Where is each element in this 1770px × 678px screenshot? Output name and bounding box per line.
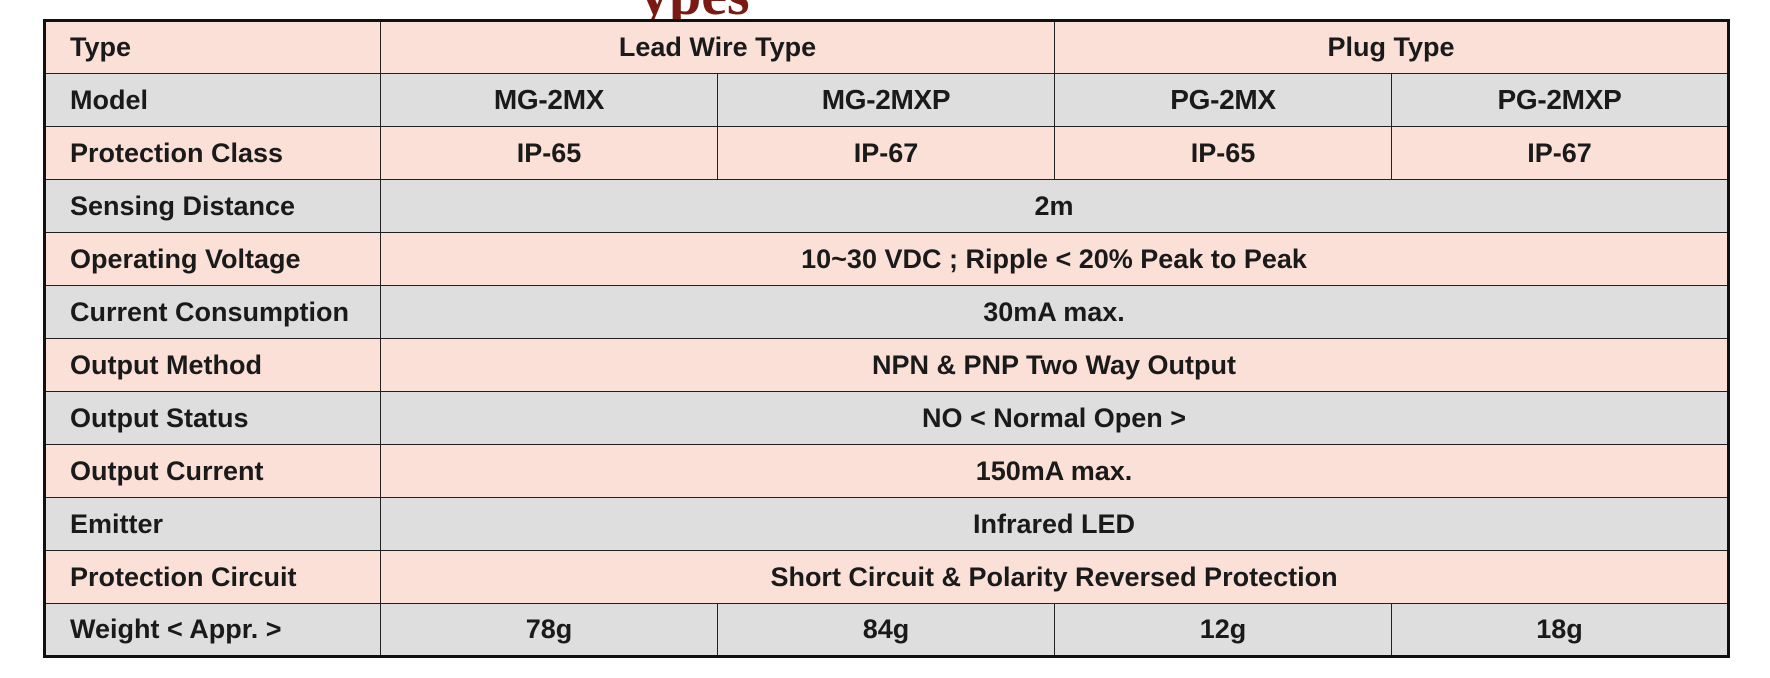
row-label: Output Method <box>44 338 381 392</box>
table-row: Output Current 150mA max. <box>44 444 1730 498</box>
row-label: Operating Voltage <box>44 232 381 286</box>
row-label: Model <box>44 73 381 127</box>
table-cell: MG-2MXP <box>717 73 1055 127</box>
table-row: Output Status NO < Normal Open > <box>44 391 1730 445</box>
table-row: Type Lead Wire Type Plug Type <box>44 20 1730 74</box>
spec-table-body: Type Lead Wire Type Plug Type Model MG-2MX MG… <box>44 20 1730 657</box>
section-heading-fragment: ypes <box>640 0 750 24</box>
table-cell: 78g <box>380 603 718 657</box>
table-cell: 10~30 VDC ; Ripple < 20% Peak to Peak <box>379 232 1730 286</box>
table-cell: 2m <box>379 179 1730 233</box>
table-row: Protection Class IP-65 IP-67 IP-65 IP-67 <box>44 126 1730 180</box>
table-cell: MG-2MX <box>380 73 718 127</box>
table-row: Emitter Infrared LED <box>44 497 1730 551</box>
row-label: Current Consumption <box>44 285 381 339</box>
table-cell: 150mA max. <box>379 444 1730 498</box>
row-label: Emitter <box>44 497 381 551</box>
table-cell: PG-2MX <box>1054 73 1392 127</box>
table-cell: NO < Normal Open > <box>379 391 1730 445</box>
table-cell: 18g <box>1390 603 1730 657</box>
row-label: Type <box>44 20 381 74</box>
table-cell: 84g <box>717 603 1055 657</box>
row-label: Weight < Appr. > <box>44 603 381 657</box>
table-cell: 30mA max. <box>379 285 1730 339</box>
row-label: Output Current <box>44 444 381 498</box>
table-row: Model MG-2MX MG-2MXP PG-2MX PG-2MXP <box>44 73 1730 127</box>
table-cell: NPN & PNP Two Way Output <box>379 338 1730 392</box>
table-row: Sensing Distance 2m <box>44 179 1730 233</box>
table-cell: Plug Type <box>1053 20 1730 74</box>
table-row: Weight < Appr. >78g 84g 12g 18g <box>44 603 1730 657</box>
table-row: Protection Circuit Short Circuit & Polari… <box>44 550 1730 604</box>
row-label: Sensing Distance <box>44 179 381 233</box>
table-cell: IP-65 <box>1054 126 1392 180</box>
table-row: Operating Voltage 10~30 VDC ; Ripple < 20… <box>44 232 1730 286</box>
table-cell: Lead Wire Type <box>380 20 1055 74</box>
table-cell: IP-67 <box>717 126 1055 180</box>
row-label: Output Status <box>44 391 381 445</box>
table-cell: IP-67 <box>1390 126 1730 180</box>
table-cell: Short Circuit & Polarity Reversed Protec… <box>379 550 1730 604</box>
spec-table: Type Lead Wire Type Plug Type Model MG-2MX MG… <box>43 19 1731 658</box>
table-cell: PG-2MXP <box>1390 73 1730 127</box>
row-label: Protection Class <box>44 126 381 180</box>
table-row: Current Consumption 30mA max. <box>44 285 1730 339</box>
table-cell: 12g <box>1054 603 1392 657</box>
table-row: Output Method NPN & PNP Two Way Output <box>44 338 1730 392</box>
row-label: Protection Circuit <box>44 550 381 604</box>
table-cell: IP-65 <box>380 126 718 180</box>
table-cell: Infrared LED <box>379 497 1730 551</box>
